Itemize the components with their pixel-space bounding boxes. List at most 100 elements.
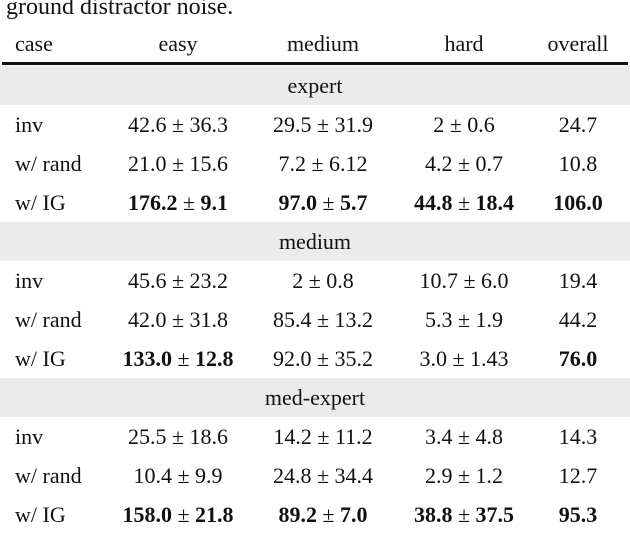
std-value: 23.2 <box>189 267 229 293</box>
mean-value: 85.4 <box>272 306 312 332</box>
mean-value: 25.5 <box>127 423 167 449</box>
value-cell: 45.6 ± 23.2 <box>127 267 229 293</box>
std-value: 1.43 <box>470 345 509 371</box>
std-value: 1.2 <box>475 462 504 488</box>
value-cell: 133.0 ± 12.8 <box>122 345 234 371</box>
mean-value: 2.9 <box>424 462 453 488</box>
mean-value: 44.8 <box>413 189 453 215</box>
value-cell: 10.7 ± 6.0 <box>419 267 509 293</box>
mean-value: 133.0 <box>122 345 172 371</box>
std-value: 36.3 <box>189 111 229 137</box>
value-cell: 7.2 ± 6.12 <box>278 150 368 176</box>
case-cell: inv <box>15 423 44 449</box>
std-value: 6.12 <box>329 150 368 176</box>
mean-value: 2 <box>292 267 304 293</box>
mean-value: 158.0 <box>122 501 172 527</box>
overall-cell: 24.7 <box>558 111 598 137</box>
std-value: 12.8 <box>195 345 234 371</box>
header-hard: hard <box>444 30 484 56</box>
value-cell: 38.8 ± 37.5 <box>413 501 515 527</box>
value-cell: 14.2 ± 11.2 <box>273 423 373 449</box>
value-cell: 2.9 ± 1.2 <box>424 462 504 488</box>
value-cell: 158.0 ± 21.8 <box>122 501 234 527</box>
std-value: 34.4 <box>334 462 374 488</box>
value-cell: 2 ± 0.6 <box>433 111 495 137</box>
std-value: 31.9 <box>334 111 374 137</box>
std-value: 5.7 <box>340 189 368 215</box>
mean-value: 3.0 <box>419 345 447 371</box>
mean-value: 10.7 <box>419 267 458 293</box>
std-value: 4.8 <box>475 423 504 449</box>
mean-value: 89.2 <box>278 501 317 527</box>
std-value: 18.4 <box>475 189 515 215</box>
mean-value: 92.0 <box>272 345 312 371</box>
std-value: 1.9 <box>475 306 504 332</box>
case-cell: w/ IG <box>15 345 66 371</box>
table-row: inv 45.6 ± 23.2 2 ± 0.8 10.7 ± 6.0 19.4 <box>0 261 630 300</box>
mean-value: 176.2 <box>127 189 178 215</box>
header-case: case <box>15 30 53 56</box>
value-cell: 2 ± 0.8 <box>292 267 354 293</box>
value-cell: 44.8 ± 18.4 <box>413 189 515 215</box>
value-cell: 25.5 ± 18.6 <box>127 423 229 449</box>
group-header: med-expert <box>0 378 630 417</box>
case-cell: w/ rand <box>15 462 82 488</box>
mean-value: 14.2 <box>273 423 312 449</box>
mean-value: 38.8 <box>413 501 453 527</box>
value-cell: 89.2 ± 7.0 <box>278 501 368 527</box>
overall-cell: 76.0 <box>558 345 598 371</box>
table-caption: ground distractor noise. <box>6 0 234 20</box>
case-cell: w/ rand <box>15 150 82 176</box>
mean-value: 45.6 <box>127 267 167 293</box>
overall-cell: 14.3 <box>558 423 598 449</box>
overall-cell: 95.3 <box>558 501 598 527</box>
value-cell: 42.0 ± 31.8 <box>127 306 229 332</box>
table-row: w/ rand 42.0 ± 31.8 85.4 ± 13.2 5.3 ± 1.9 44… <box>0 300 630 339</box>
value-cell: 92.0 ± 35.2 <box>272 345 374 371</box>
std-value: 35.2 <box>334 345 374 371</box>
table-row: w/ IG 176.2 ± 9.1 97.0 ± 5.7 44.8 ± 18.4 106… <box>0 183 630 222</box>
header-overall: overall <box>547 30 609 56</box>
std-value: 6.0 <box>481 267 509 293</box>
mean-value: 97.0 <box>278 189 317 215</box>
value-cell: 21.0 ± 15.6 <box>127 150 229 176</box>
group-header: medium <box>0 222 630 261</box>
value-cell: 4.2 ± 0.7 <box>424 150 504 176</box>
value-cell: 3.0 ± 1.43 <box>419 345 509 371</box>
case-cell: inv <box>15 267 44 293</box>
case-cell: inv <box>15 111 44 137</box>
std-value: 0.7 <box>475 150 504 176</box>
overall-cell: 106.0 <box>553 189 603 215</box>
std-value: 9.1 <box>200 189 229 215</box>
table-row: w/ IG 158.0 ± 21.8 89.2 ± 7.0 38.8 ± 37.5 95… <box>0 495 630 534</box>
value-cell: 97.0 ± 5.7 <box>278 189 368 215</box>
value-cell: 29.5 ± 31.9 <box>272 111 374 137</box>
header-row: case easy medium hard overall <box>0 24 630 63</box>
table-row: w/ rand 10.4 ± 9.9 24.8 ± 34.4 2.9 ± 1.2 12.… <box>0 456 630 495</box>
value-cell: 42.6 ± 36.3 <box>127 111 229 137</box>
table-row: w/ IG 133.0 ± 12.8 92.0 ± 35.2 3.0 ± 1.43 76… <box>0 339 630 378</box>
std-value: 31.8 <box>189 306 229 332</box>
mean-value: 42.6 <box>127 111 167 137</box>
case-cell: w/ IG <box>15 189 66 215</box>
mean-value: 2 <box>433 111 445 137</box>
mean-value: 4.2 <box>424 150 453 176</box>
overall-cell: 10.8 <box>558 150 598 176</box>
std-value: 0.8 <box>326 267 354 293</box>
mean-value: 5.3 <box>424 306 453 332</box>
mean-value: 24.8 <box>272 462 312 488</box>
std-value: 9.9 <box>195 462 223 488</box>
value-cell: 176.2 ± 9.1 <box>127 189 229 215</box>
std-value: 15.6 <box>189 150 229 176</box>
std-value: 11.2 <box>334 423 373 449</box>
overall-cell: 44.2 <box>558 306 598 332</box>
value-cell: 5.3 ± 1.9 <box>424 306 504 332</box>
value-cell: 10.4 ± 9.9 <box>133 462 223 488</box>
case-cell: w/ IG <box>15 501 66 527</box>
mean-value: 10.4 <box>133 462 172 488</box>
value-cell: 3.4 ± 4.8 <box>424 423 504 449</box>
value-cell: 85.4 ± 13.2 <box>272 306 374 332</box>
value-cell: 24.8 ± 34.4 <box>272 462 374 488</box>
header-easy: easy <box>158 30 198 56</box>
overall-cell: 19.4 <box>558 267 598 293</box>
